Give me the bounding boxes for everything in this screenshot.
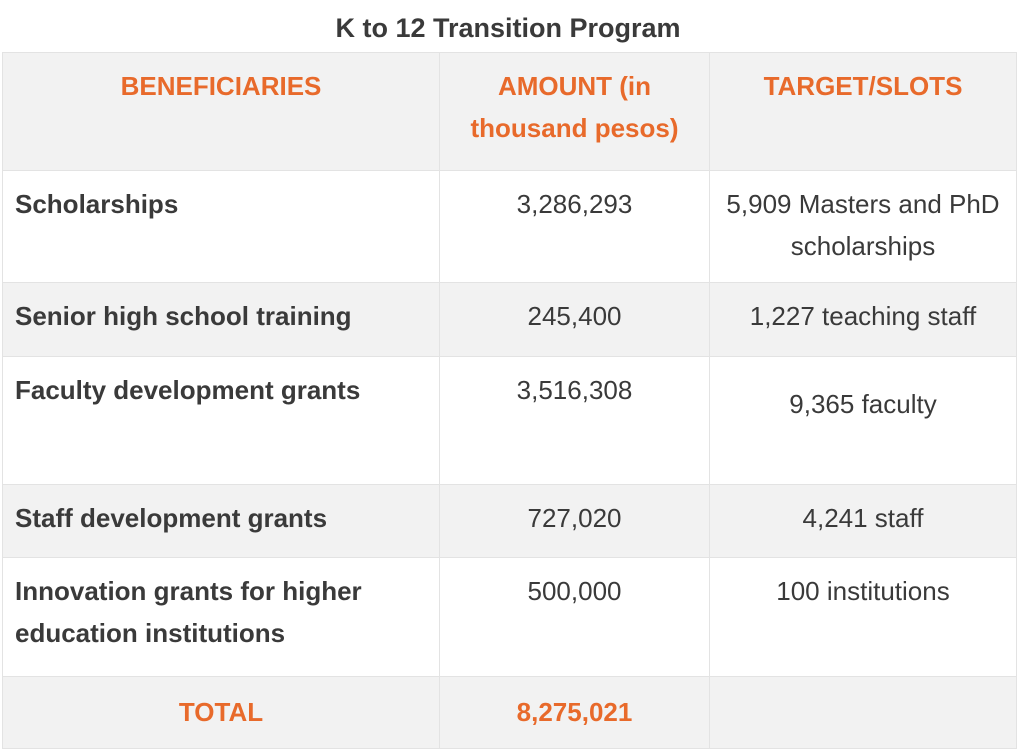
row-target: 100 institutions <box>709 557 1017 677</box>
row-target: 5,909 Masters and PhD scholarships <box>709 170 1017 283</box>
row-amount: 245,400 <box>439 282 710 357</box>
row-amount: 3,516,308 <box>439 356 710 485</box>
header-beneficiaries: BENEFICIARIES <box>2 52 440 171</box>
row-amount: 500,000 <box>439 557 710 677</box>
total-row: TOTAL 8,275,021 <box>2 676 1017 749</box>
row-label: Staff development grants <box>2 484 440 558</box>
row-target: 4,241 staff <box>709 484 1017 558</box>
header-row: BENEFICIARIES AMOUNT (in thousand pesos)… <box>2 52 1017 171</box>
row-label: Senior high school training <box>2 282 440 357</box>
table-title: K to 12 Transition Program <box>335 13 681 43</box>
header-target: TARGET/SLOTS <box>709 52 1017 171</box>
total-target <box>709 676 1017 749</box>
table-row: Senior high school training 245,400 1,22… <box>2 282 1017 357</box>
row-amount: 3,286,293 <box>439 170 710 283</box>
row-amount: 727,020 <box>439 484 710 558</box>
table-row: Faculty development grants 3,516,308 9,3… <box>2 356 1017 485</box>
table-row: Staff development grants 727,020 4,241 s… <box>2 484 1017 558</box>
row-target: 1,227 teaching staff <box>709 282 1017 357</box>
row-target: 9,365 faculty <box>709 356 1017 485</box>
header-amount: AMOUNT (in thousand pesos) <box>439 52 710 171</box>
total-label: TOTAL <box>2 676 440 749</box>
total-amount: 8,275,021 <box>439 676 710 749</box>
row-label: Scholarships <box>2 170 440 283</box>
row-label: Faculty development grants <box>2 356 440 485</box>
table-row: Scholarships 3,286,293 5,909 Masters and… <box>2 170 1017 283</box>
table-row: Innovation grants for higher education i… <box>2 557 1017 677</box>
transition-program-table: BENEFICIARIES AMOUNT (in thousand pesos)… <box>2 52 1017 749</box>
row-label: Innovation grants for higher education i… <box>2 557 440 677</box>
